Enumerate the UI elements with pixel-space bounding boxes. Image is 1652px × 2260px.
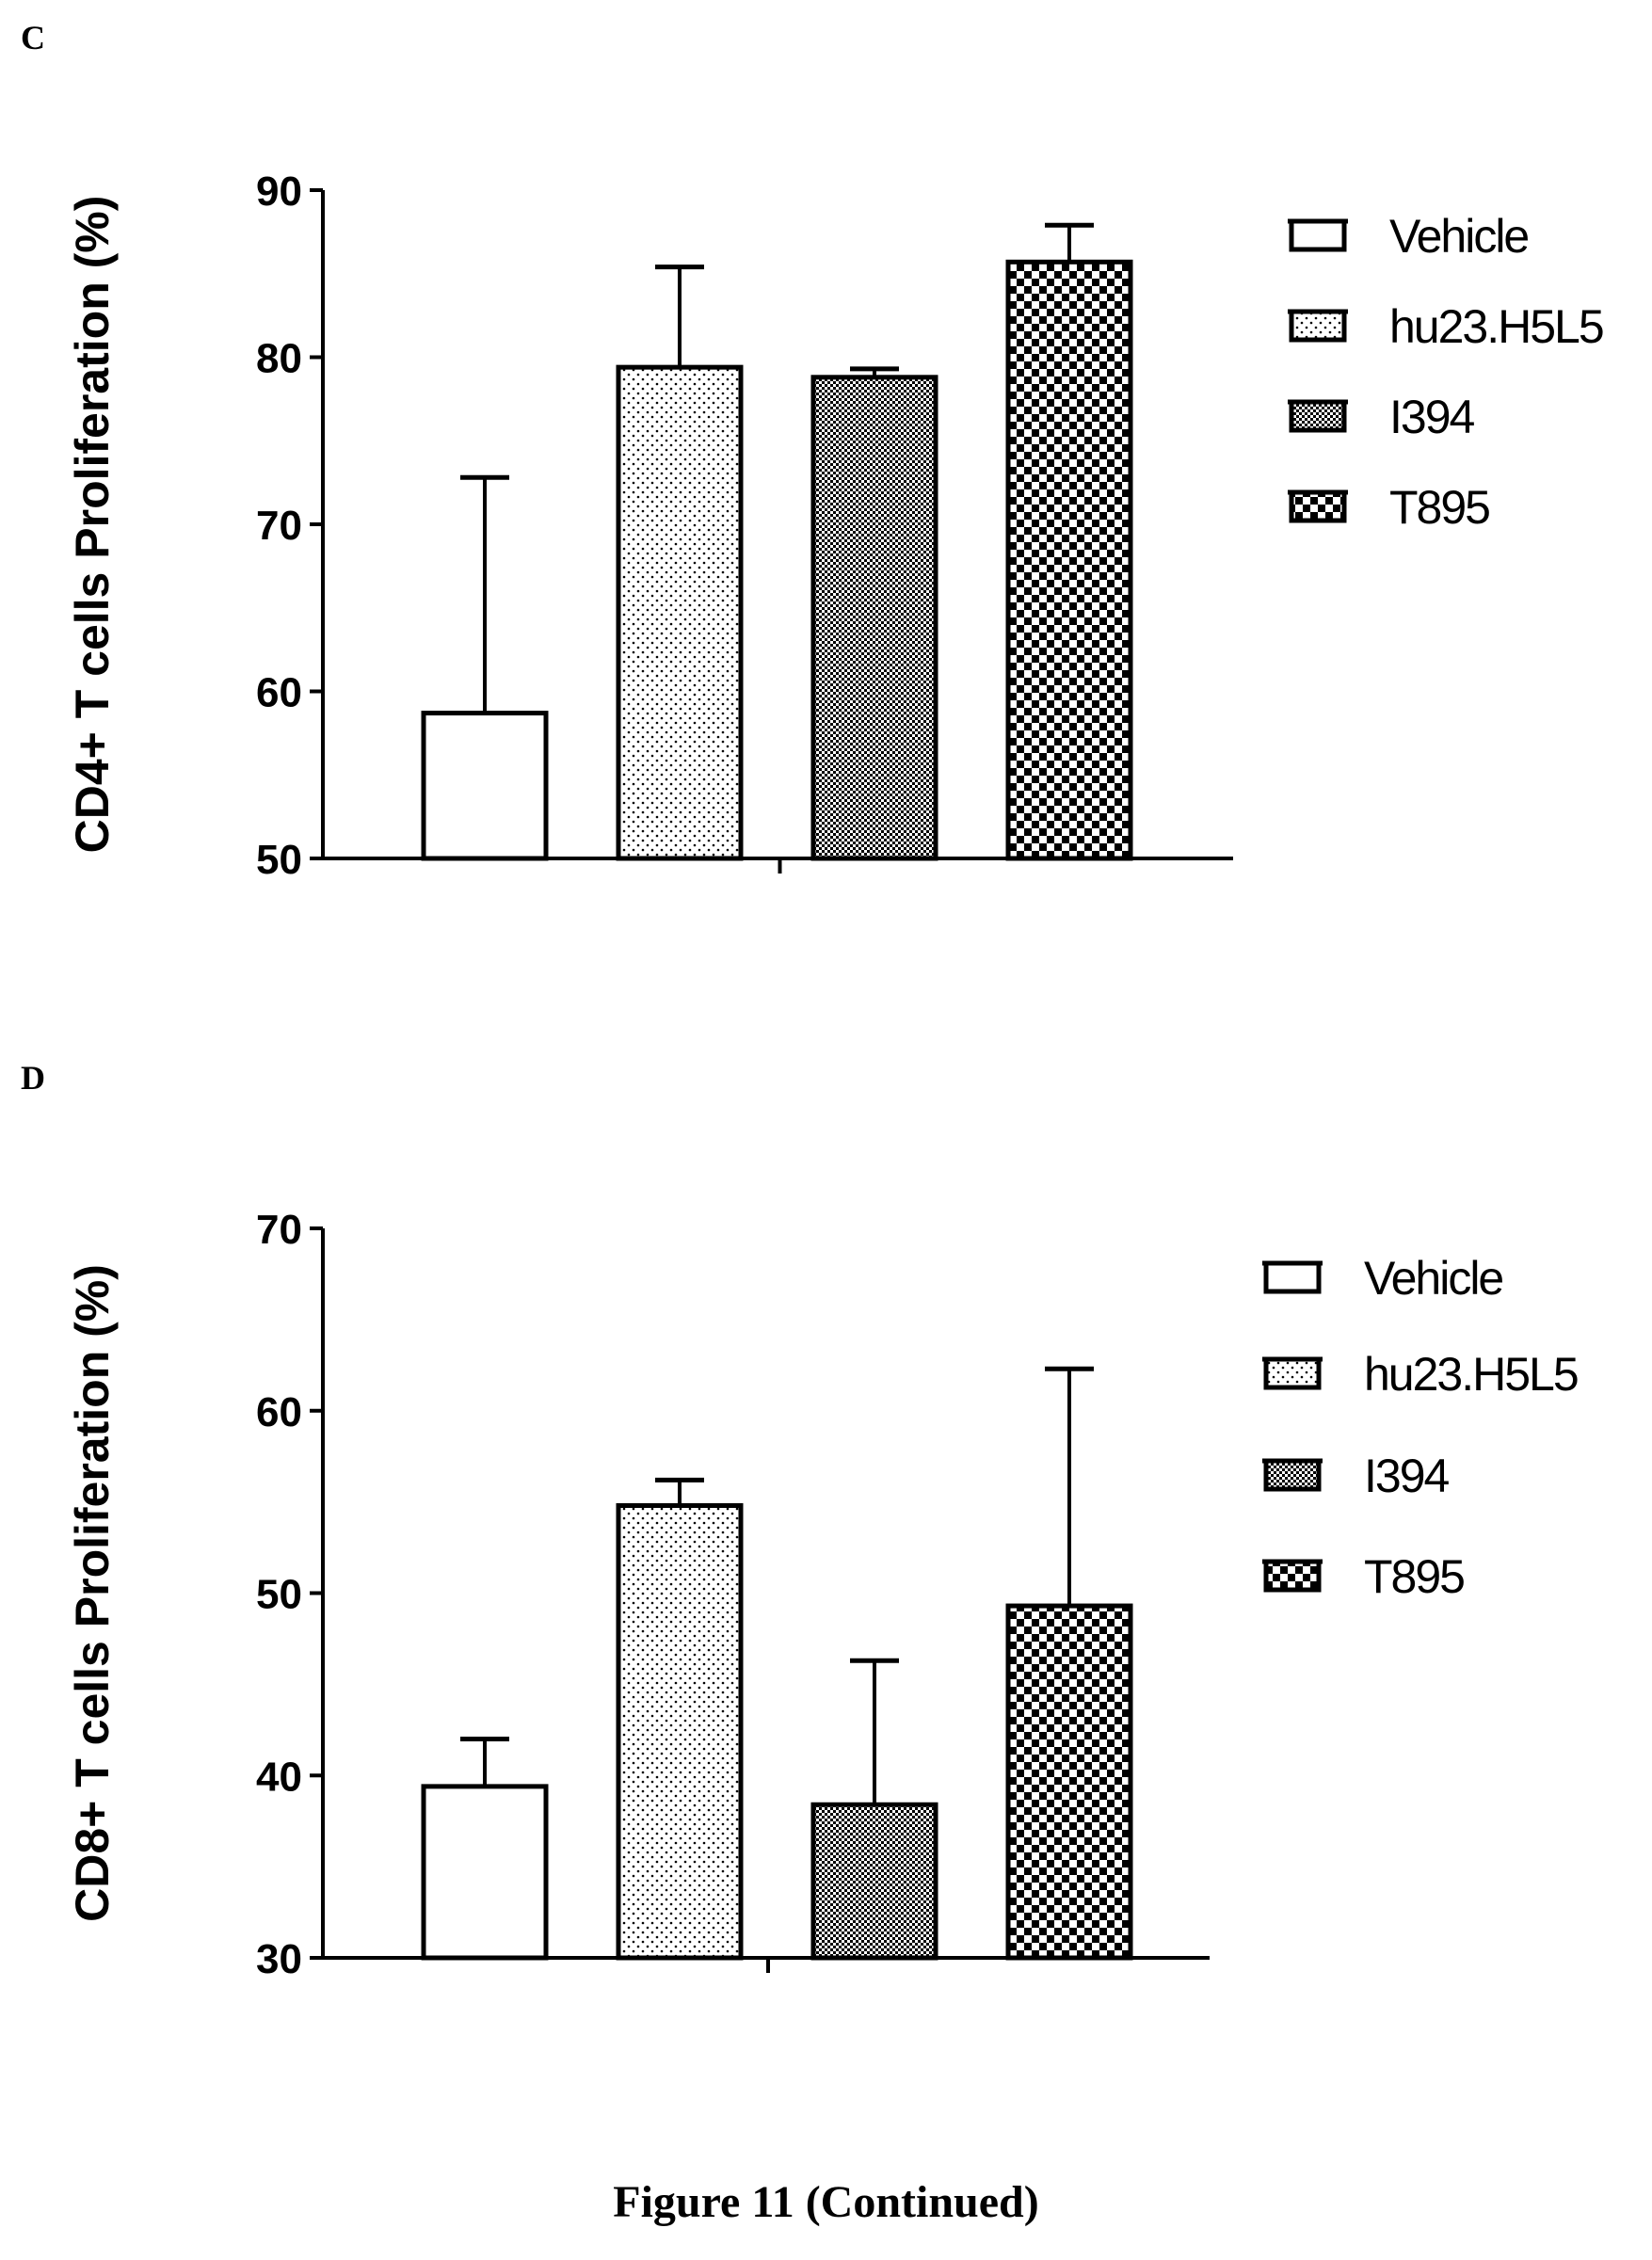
y-tick-label: 60: [256, 1389, 302, 1435]
bar-i394: [810, 1802, 938, 1961]
legend-swatch: [1289, 218, 1347, 252]
chart-panel-c: C 50 60 70 80 90 CD4+ T cells Proliferation (%…: [21, 19, 1605, 883]
legend-label: hu23.H5L5: [1364, 1348, 1578, 1401]
y-tick-label: 50: [256, 837, 302, 883]
legend-label: T895: [1364, 1550, 1464, 1603]
legend-label: hu23.H5L5: [1389, 300, 1603, 353]
legend-label: I394: [1364, 1450, 1450, 1502]
chart-panel-d: D 30 40 50 60 70 CD8+ T cells Proliferation (%…: [21, 1059, 1580, 1982]
panel-label: C: [21, 19, 45, 56]
y-tick-label: 40: [256, 1754, 302, 1800]
y-tick-label: 70: [256, 1207, 302, 1253]
y-axis-label: CD4+ T cells Proliferation (%): [66, 196, 119, 854]
legend-label: T895: [1389, 481, 1489, 534]
bar-hu23-h5l5: [616, 1503, 744, 1961]
legend-label: I394: [1389, 391, 1475, 443]
y-tick-label: 80: [256, 336, 302, 382]
bar-vehicle: [421, 1784, 549, 1961]
y-axis-label: CD8+ T cells Proliferation (%): [66, 1264, 119, 1922]
bar-t895: [1005, 1603, 1133, 1961]
y-tick-label: 90: [256, 168, 302, 215]
legend-swatch: [1263, 1356, 1322, 1390]
y-tick-label: 30: [256, 1936, 302, 1982]
legend-swatch: [1263, 1260, 1322, 1294]
legend-swatch: [1263, 1458, 1322, 1492]
y-tick-label: 60: [256, 670, 302, 716]
bar-vehicle: [421, 711, 549, 861]
legend-label: Vehicle: [1364, 1252, 1502, 1305]
y-tick-label: 70: [256, 503, 302, 549]
bar-i394: [810, 375, 938, 861]
bar-t895: [1005, 259, 1133, 861]
bar-hu23-h5l5: [616, 364, 744, 861]
panel-label: D: [21, 1059, 45, 1097]
legend-swatch: [1289, 309, 1347, 343]
legend-swatch: [1289, 399, 1347, 433]
figure-caption: Figure 11 (Continued): [613, 2177, 1039, 2227]
legend-swatch: [1263, 1559, 1322, 1593]
legend-swatch: [1289, 489, 1347, 523]
legend-label: Vehicle: [1389, 210, 1528, 263]
y-tick-label: 50: [256, 1572, 302, 1618]
